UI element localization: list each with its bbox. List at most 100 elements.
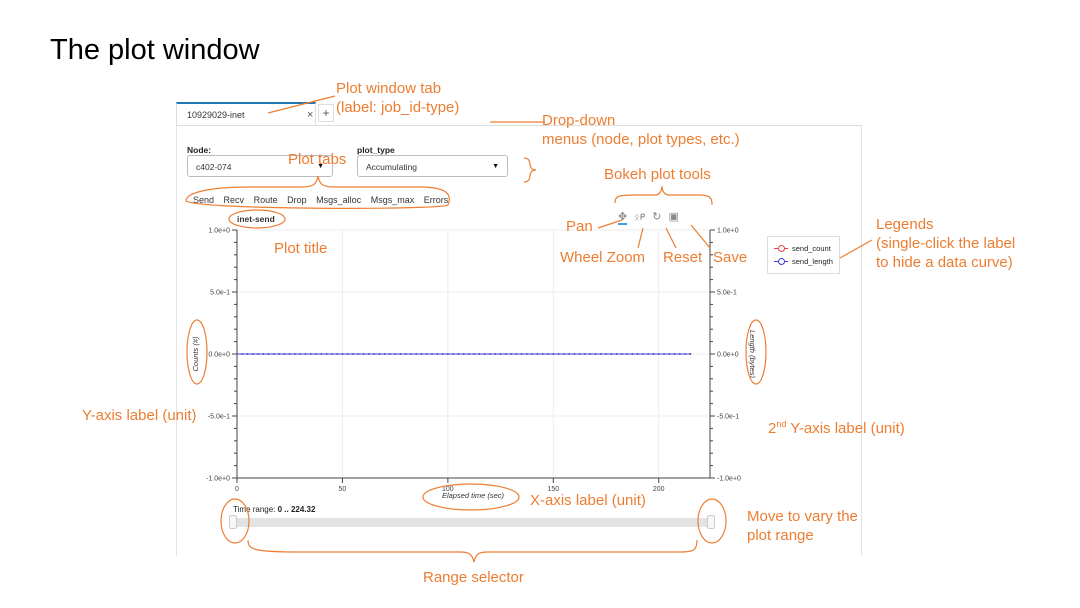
series-point-send_length <box>373 353 375 355</box>
plot-tabs: Send Recv Route Drop Msgs_alloc Msgs_max… <box>193 195 455 205</box>
time-range-label: Time range: 0 .. 224.32 <box>233 505 315 514</box>
range-slider-track[interactable] <box>230 518 714 527</box>
series-point-send_length <box>657 353 660 355</box>
y2-tick-label: -1.0e+0 <box>717 476 741 483</box>
y2-tick-label: 5.0e-1 <box>717 290 737 297</box>
series-point-send_length <box>325 353 328 355</box>
legend-swatch-icon <box>774 257 788 266</box>
series-point-send_length <box>246 353 249 355</box>
annotation-move: Move to vary the plot range <box>747 508 858 544</box>
series-point-send_length <box>262 353 265 355</box>
x-axis-label: Elapsed time (sec) <box>442 491 505 500</box>
series-point-send_length <box>336 353 339 355</box>
tab-errors[interactable]: Errors <box>423 195 449 205</box>
annotation-range-selector: Range selector <box>423 569 524 586</box>
series-point-send_length <box>315 353 317 355</box>
tab-route[interactable]: Route <box>253 195 278 205</box>
save-icon[interactable]: ▣ <box>668 211 679 223</box>
plot-type-select[interactable]: Accumulating ▼ <box>357 155 508 177</box>
tab-send[interactable]: Send <box>193 195 215 205</box>
y-tick-label: -5.0e-1 <box>208 414 230 421</box>
series-point-send_length <box>399 353 402 355</box>
range-slider-end-handle[interactable] <box>707 515 715 529</box>
series-point-send_length <box>684 353 686 355</box>
tab-msgs-alloc[interactable]: Msgs_alloc <box>316 195 362 205</box>
y-tick-label: 1.0e+0 <box>208 228 230 235</box>
series-point-send_length <box>494 353 497 355</box>
y-axis-label: Counts (#) <box>191 336 200 372</box>
series-point-send_length <box>383 353 386 355</box>
series-point-send_length <box>626 353 628 355</box>
series-point-send_length <box>647 353 650 355</box>
series-point-send_length <box>241 353 244 355</box>
y-tick-label: 5.0e-1 <box>210 290 230 297</box>
x-tick-label: 200 <box>653 486 665 493</box>
series-point-send_length <box>309 353 312 355</box>
annotation-brace <box>614 185 713 206</box>
series-point-send_length <box>288 353 291 355</box>
annotation-legends: Legends (single-click the label to hide … <box>876 216 1016 271</box>
annotation-pan: Pan <box>566 218 593 235</box>
plot-type-select-value: Accumulating <box>366 162 418 172</box>
annotation-pointer <box>637 227 644 249</box>
annotation-y-axis: Y-axis label (unit) <box>82 407 197 424</box>
range-selector-brace <box>247 539 698 563</box>
series-point-send_length <box>357 353 360 355</box>
tab-recv[interactable]: Recv <box>223 195 245 205</box>
y-tick-label: 0.0e+0 <box>208 352 230 359</box>
series-point-send_length <box>388 353 391 355</box>
series-point-send_length <box>510 353 513 355</box>
pan-icon[interactable]: ✥ <box>618 211 628 225</box>
plot-tabs-oval <box>185 175 450 209</box>
series-point-send_length <box>552 353 555 355</box>
range-slider-start-handle[interactable] <box>229 515 237 529</box>
tab-msgs-max[interactable]: Msgs_max <box>370 195 415 205</box>
annotation-plot-title: Plot title <box>274 240 328 257</box>
series-point-send_length <box>631 353 634 355</box>
series-point-send_length <box>536 353 539 355</box>
series-point-send_length <box>615 353 618 355</box>
annotation-plot-window-tab: Plot window tab (label: job_id-type) <box>336 80 460 116</box>
node-select[interactable]: c402-074 ▼ <box>187 155 333 177</box>
close-icon[interactable]: × <box>307 109 314 121</box>
annotation-save: Save <box>713 249 748 266</box>
series-point-send_length <box>436 353 439 355</box>
tab-drop[interactable]: Drop <box>287 195 307 205</box>
series-point-send_length <box>425 353 428 355</box>
reset-icon[interactable]: ↻ <box>652 211 662 223</box>
legend-label: send_count <box>792 244 831 253</box>
plot-window-tab[interactable]: 10929029-inet × <box>176 102 316 125</box>
x-tick-label: 50 <box>339 486 347 493</box>
series-point-send_length <box>520 353 523 355</box>
series-point-send_length <box>341 353 344 355</box>
plot-title-oval <box>228 209 286 229</box>
series-point-send_length <box>562 353 565 355</box>
plot-window-tab-label: 10929029-inet <box>187 110 245 120</box>
series-point-send_length <box>278 353 281 355</box>
series-point-send_length <box>668 353 671 355</box>
y-tick-label: -1.0e+0 <box>206 476 230 483</box>
add-tab-icon[interactable]: + <box>318 104 334 122</box>
series-point-send_length <box>320 353 323 355</box>
time-range-value: 0 .. 224.32 <box>277 505 316 514</box>
chevron-down-icon: ▼ <box>492 163 499 170</box>
legend-item-send-length[interactable]: send_length <box>774 255 833 268</box>
series-point-send_length <box>689 353 692 355</box>
series-point-send_length <box>257 353 259 355</box>
annotation-reset: Reset <box>663 249 703 266</box>
series-point-send_length <box>526 353 528 355</box>
x-tick-label: 0 <box>235 486 239 493</box>
legend-item-send-count[interactable]: send_count <box>774 242 833 255</box>
series-point-send_length <box>610 353 613 355</box>
legend-label: send_length <box>792 257 833 266</box>
series-point-send_length <box>642 353 644 355</box>
series-point-send_length <box>578 353 581 355</box>
annotation-pointer <box>267 95 336 114</box>
series-point-send_length <box>330 353 333 355</box>
series-point-send_length <box>473 353 476 355</box>
wheel-zoom-icon[interactable]: ᛟᑭ <box>634 212 646 222</box>
annotation-x-axis: X-axis label (unit) <box>530 492 646 509</box>
annotation-brace <box>523 157 537 183</box>
